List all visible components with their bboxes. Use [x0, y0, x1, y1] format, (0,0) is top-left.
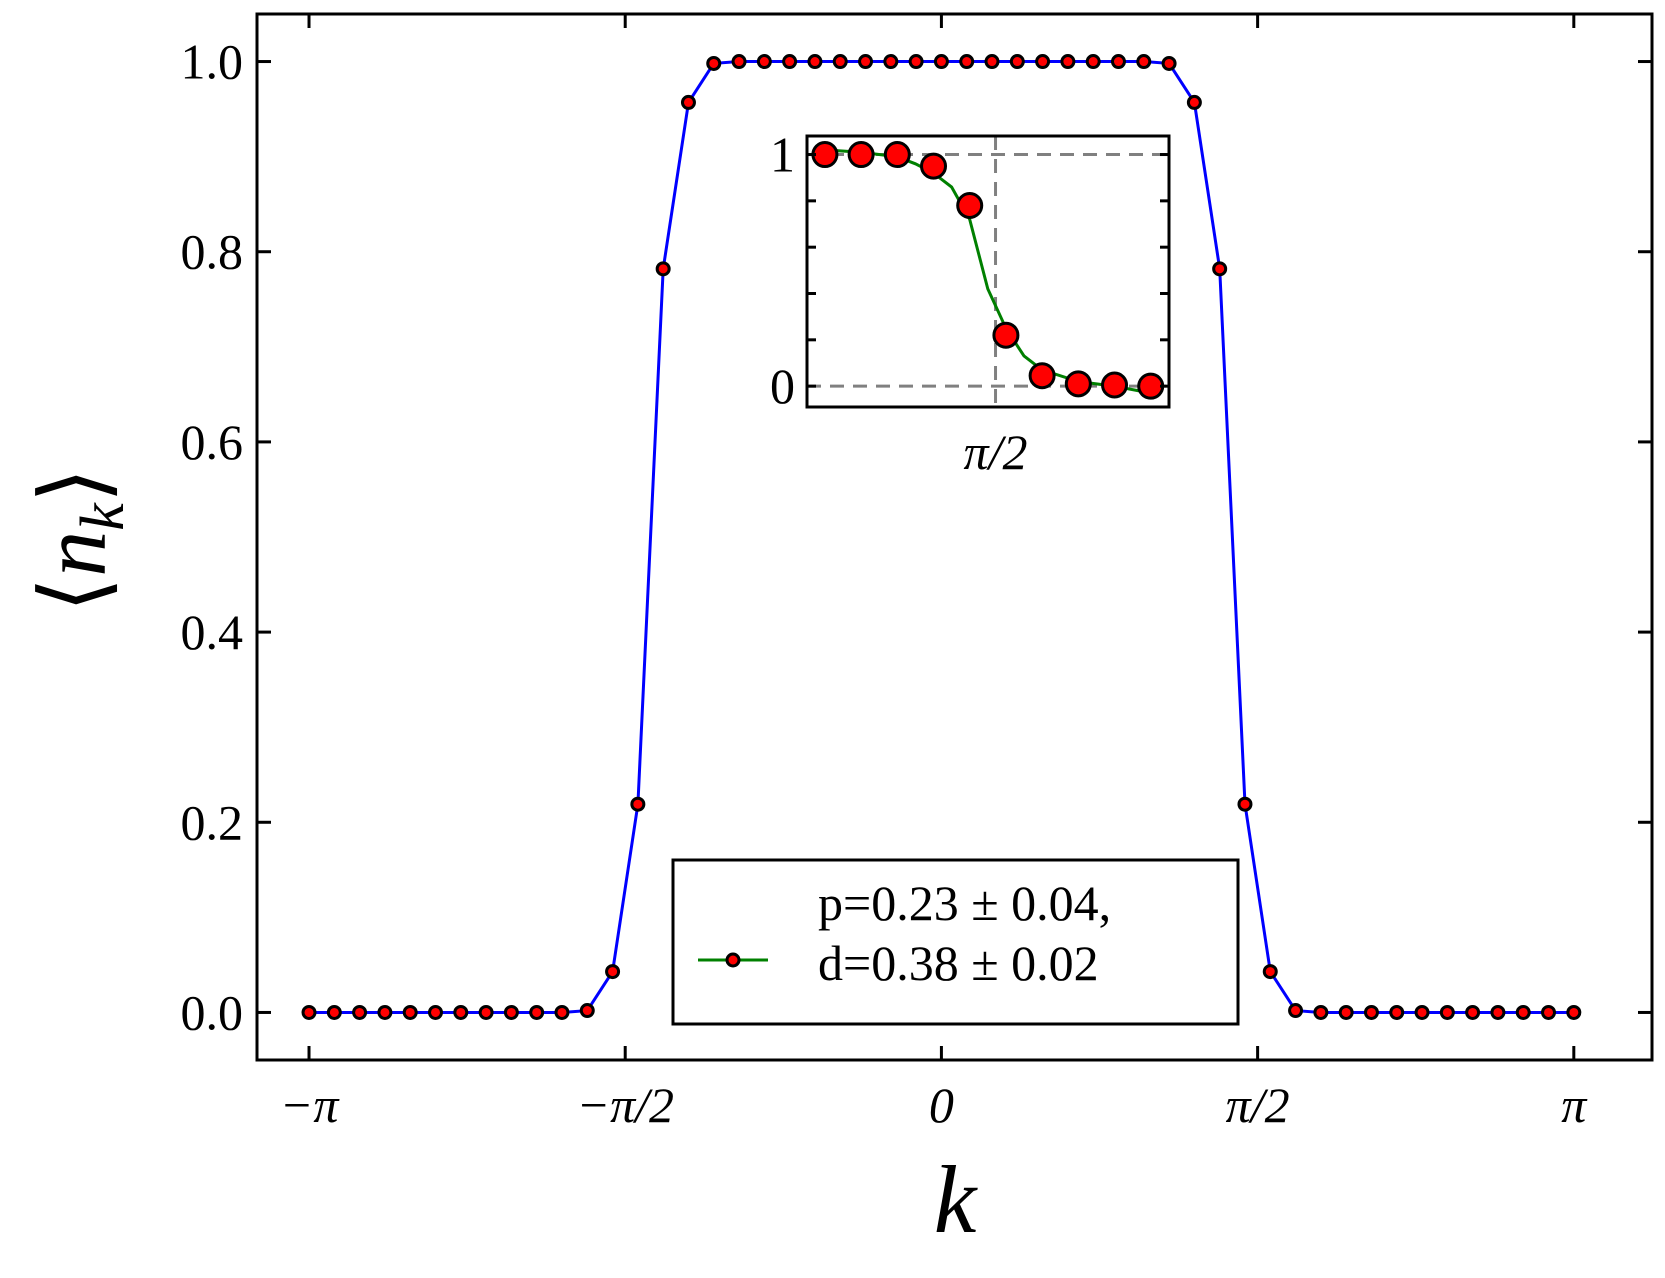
x-tick-label: π — [1561, 1077, 1588, 1133]
data-point — [579, 1003, 595, 1019]
inset-y-tick-label: 1 — [770, 127, 795, 183]
data-point — [883, 54, 899, 70]
data-point — [630, 796, 646, 812]
legend-text-line-1: p=0.23 ± 0.04, — [818, 875, 1111, 931]
data-point — [1136, 54, 1152, 70]
main-plot: −π −π/2 0 π/2 π 0.0 0.2 0.4 0.6 0.8 1.0 — [181, 12, 1654, 1133]
y-tick-label: 1.0 — [181, 34, 244, 90]
data-point — [655, 261, 671, 277]
data-point — [1465, 1004, 1481, 1020]
data-point — [807, 54, 823, 70]
inset-background — [807, 136, 1169, 407]
data-point — [1237, 796, 1253, 812]
x-axis-label: k — [934, 1146, 979, 1253]
inset-data-point — [1028, 362, 1056, 390]
inset-x-tick-label: π/2 — [964, 424, 1028, 480]
data-point — [605, 964, 621, 980]
data-point — [1414, 1004, 1430, 1020]
inset-data-point — [1064, 370, 1092, 398]
data-point — [1186, 94, 1202, 110]
data-point — [1009, 54, 1025, 70]
x-tick-label: 0 — [929, 1077, 954, 1133]
y-label-open-angle: ⟨ — [23, 577, 125, 613]
data-point — [503, 1004, 519, 1020]
data-point — [756, 54, 772, 70]
data-point — [706, 55, 722, 71]
y-tick-label: 0.6 — [181, 414, 244, 470]
data-point — [301, 1004, 317, 1020]
y-axis-label: ⟨nk⟩ — [23, 467, 137, 612]
inset-frame — [805, 134, 1171, 409]
data-point — [453, 1004, 469, 1020]
x-tick-label: π/2 — [1226, 1077, 1290, 1133]
data-point — [731, 54, 747, 70]
legend: p=0.23 ± 0.04, d=0.38 ± 0.02 — [671, 858, 1240, 1026]
data-point — [1439, 1004, 1455, 1020]
y-label-close-angle: ⟩ — [23, 467, 125, 503]
x-tick-label: −π/2 — [576, 1077, 674, 1133]
data-point — [554, 1004, 570, 1020]
main-ticks — [257, 14, 1652, 1060]
data-point — [402, 1004, 418, 1020]
data-point — [529, 1004, 545, 1020]
y-tick-label: 0.8 — [181, 224, 244, 280]
inset-data-point — [811, 141, 839, 169]
y-tick-label: 0.4 — [181, 604, 244, 660]
data-point — [933, 54, 949, 70]
y-tick-label: 0.2 — [181, 794, 244, 850]
data-point — [478, 1004, 494, 1020]
data-point — [959, 54, 975, 70]
data-point — [1035, 54, 1051, 70]
inset-data-point — [883, 141, 911, 169]
data-point — [1566, 1004, 1582, 1020]
data-point — [1313, 1004, 1329, 1020]
inset-plot: 0 1 π/2 — [770, 127, 1171, 480]
inset-data-point — [847, 141, 875, 169]
data-point — [377, 1004, 393, 1020]
data-point — [1110, 54, 1126, 70]
data-point — [1363, 1004, 1379, 1020]
legend-marker-sample — [725, 952, 741, 968]
data-point — [1338, 1004, 1354, 1020]
data-point — [858, 54, 874, 70]
inset-y-tick-label: 0 — [770, 358, 795, 414]
main-y-tick-labels: 0.0 0.2 0.4 0.6 0.8 1.0 — [181, 34, 244, 1041]
inset-data-point — [992, 321, 1020, 349]
inset-data-point — [920, 152, 948, 180]
y-label-subscript-k: k — [69, 502, 137, 531]
series-points — [301, 54, 1582, 1020]
x-tick-label: −π — [280, 1077, 341, 1133]
data-point — [352, 1004, 368, 1020]
data-point — [1490, 1004, 1506, 1020]
main-x-tick-labels: −π −π/2 0 π/2 π — [280, 1077, 1589, 1133]
y-label-n: n — [23, 531, 125, 577]
legend-box — [671, 858, 1240, 1026]
inset-tick-labels: 0 1 π/2 — [770, 127, 1028, 480]
data-point — [427, 1004, 443, 1020]
data-point — [908, 54, 924, 70]
svg-text:⟨nk⟩: ⟨nk⟩ — [23, 467, 137, 612]
inset-data-point — [1101, 371, 1129, 399]
data-point — [326, 1004, 342, 1020]
data-point — [782, 54, 798, 70]
inset-data-point — [1137, 372, 1165, 400]
y-tick-label: 0.0 — [181, 984, 244, 1040]
data-point — [1262, 964, 1278, 980]
data-point — [1389, 1004, 1405, 1020]
data-point — [1288, 1003, 1304, 1019]
data-point — [1541, 1004, 1557, 1020]
data-point — [1085, 54, 1101, 70]
data-point — [1161, 55, 1177, 71]
data-point — [832, 54, 848, 70]
inset-data-point — [956, 191, 984, 219]
plot-frame — [255, 12, 1654, 1062]
legend-text-line-2: d=0.38 ± 0.02 — [818, 935, 1099, 991]
data-point — [984, 54, 1000, 70]
inset-points — [811, 141, 1165, 400]
data-point — [680, 94, 696, 110]
data-point — [1212, 261, 1228, 277]
data-point — [1060, 54, 1076, 70]
data-point — [1515, 1004, 1531, 1020]
